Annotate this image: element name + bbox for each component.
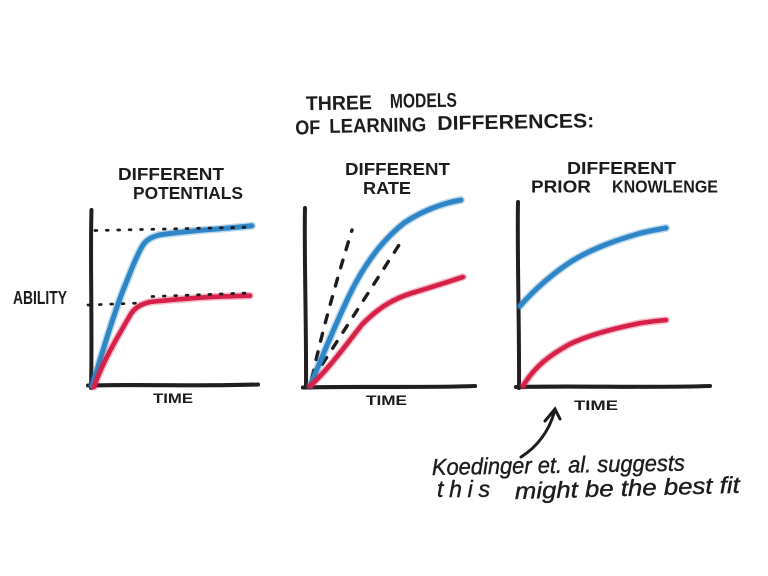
svg-text:ABILITY: ABILITY bbox=[13, 288, 67, 308]
svg-text:might be the best fit: might be the best fit bbox=[514, 472, 741, 504]
svg-text:DIFFERENT: DIFFERENT bbox=[118, 164, 224, 184]
svg-text:Koedinger et. al. suggests: Koedinger et. al. suggests bbox=[432, 450, 686, 480]
svg-text:DIFFERENCES:: DIFFERENCES: bbox=[437, 110, 594, 135]
svg-text:OF: OF bbox=[295, 117, 320, 139]
svg-text:RATE: RATE bbox=[363, 178, 411, 198]
svg-text:TIME: TIME bbox=[366, 392, 407, 408]
svg-text:THREE: THREE bbox=[306, 92, 372, 115]
svg-text:DIFFERENT: DIFFERENT bbox=[345, 159, 450, 179]
svg-text:LEARNING: LEARNING bbox=[329, 114, 426, 138]
svg-text:TIME: TIME bbox=[153, 390, 193, 406]
svg-text:MODELS: MODELS bbox=[390, 90, 457, 113]
svg-text:KNOWLENGE: KNOWLENGE bbox=[612, 177, 718, 197]
svg-text:POTENTIALS: POTENTIALS bbox=[133, 183, 243, 203]
svg-text:PRIOR: PRIOR bbox=[531, 177, 591, 197]
svg-text:this: this bbox=[437, 476, 491, 502]
svg-text:DIFFERENT: DIFFERENT bbox=[567, 158, 676, 178]
svg-text:TIME: TIME bbox=[574, 397, 618, 413]
